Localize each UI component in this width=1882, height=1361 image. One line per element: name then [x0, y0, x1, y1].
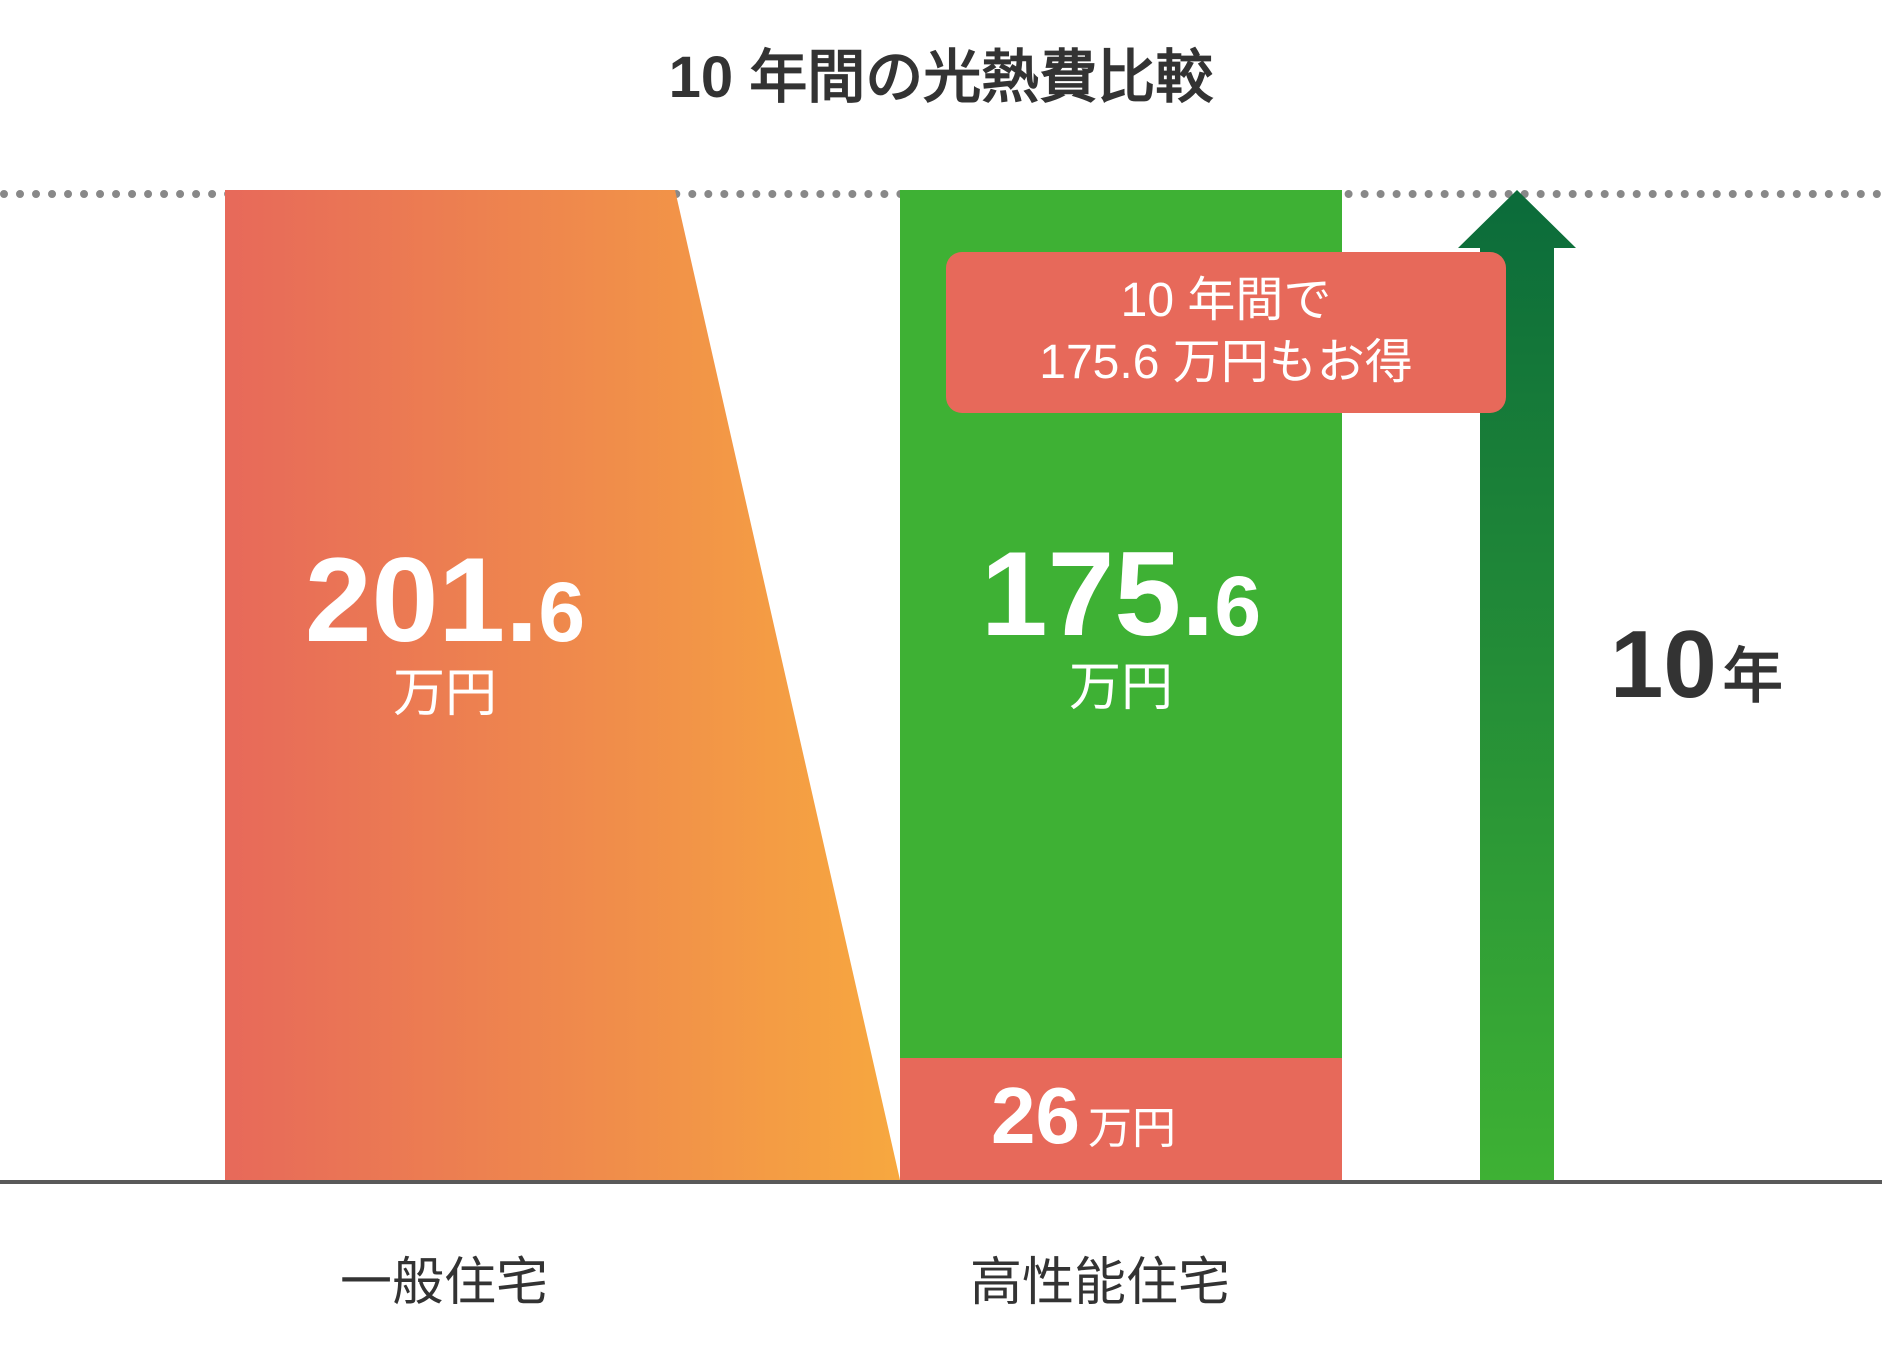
period-unit: 年 [1723, 643, 1783, 710]
period-label: 10年 [1610, 610, 1783, 720]
bar2-value-int: 175. [981, 527, 1215, 661]
axis-label-bar2: 高性能住宅 [970, 1240, 1230, 1315]
period-value: 10 [1610, 611, 1717, 718]
utility-cost-comparison-chart: 10 年間の光熱費比較 201.6 万円 175.6 万円 26万円 10 [0, 0, 1882, 1361]
bar1-unit: 万円 [245, 668, 645, 720]
bar2-value-dec: 6 [1214, 559, 1261, 653]
bar2-value-label: 175.6 万円 [900, 534, 1342, 714]
savings-callout: 10 年間で 175.6 万円もお得 [946, 252, 1506, 413]
bar2-bottom-value: 26 [991, 1071, 1080, 1160]
baseline [0, 1180, 1882, 1184]
callout-line1: 10 年間で [974, 270, 1478, 332]
bar1-value-int: 201. [305, 533, 539, 667]
bar1-value-dec: 6 [538, 565, 585, 659]
bar2-bottom-unit: 万円 [1088, 1104, 1176, 1153]
bar2-unit: 万円 [900, 662, 1342, 714]
chart-title: 10 年間の光熱費比較 [0, 30, 1882, 114]
bar1-value-label: 201.6 万円 [245, 540, 645, 720]
callout-line2: 175.6 万円もお得 [974, 332, 1478, 394]
axis-label-bar1: 一般住宅 [340, 1240, 548, 1315]
bar2-bottom-value-label: 26万円 [991, 1070, 1176, 1162]
